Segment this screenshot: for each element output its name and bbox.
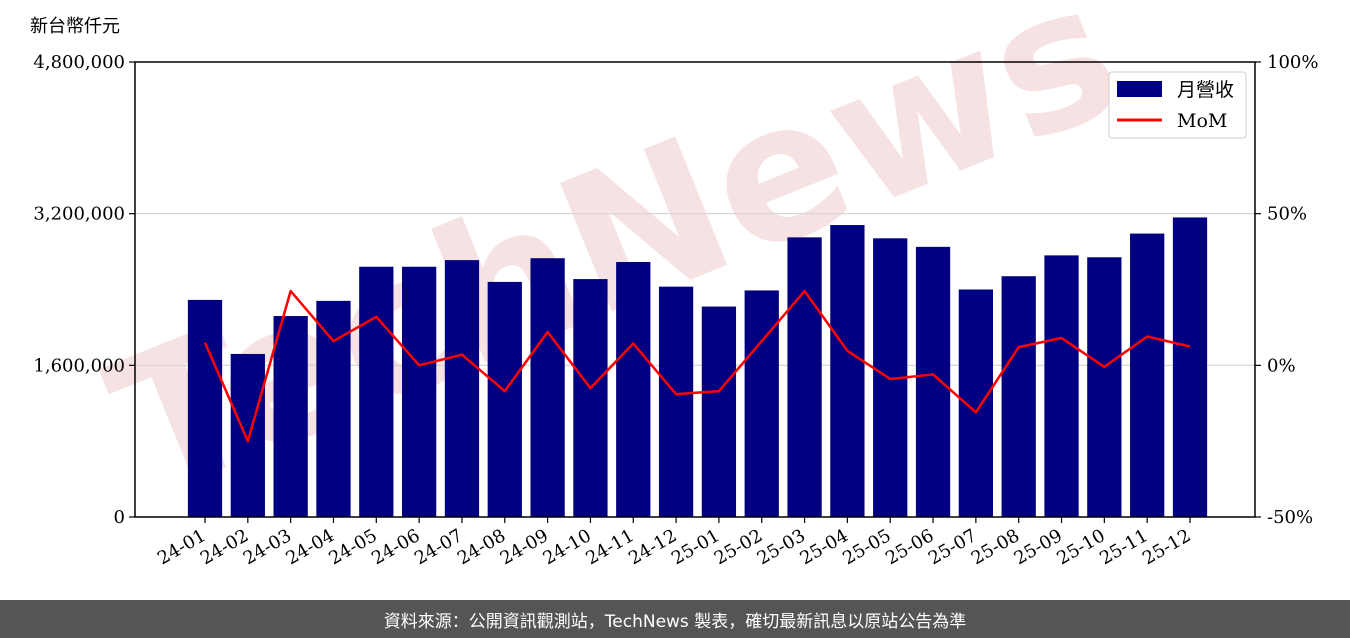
x-tick-label: 25-12 xyxy=(1139,525,1194,569)
revenue-bar xyxy=(658,286,694,517)
revenue-chart: TechNews 新台幣仟元 01,600,0003,200,0004,800,… xyxy=(30,0,1318,569)
x-tick-label: 24-08 xyxy=(454,525,509,569)
y-left-tick-label: 0 xyxy=(114,507,125,528)
y-left-axis: 0 1,600,000 3,200,000 4,800,000 xyxy=(33,52,135,528)
revenue-bar xyxy=(616,262,651,517)
footer-bar: 資料來源：公開資訊觀測站，TechNews 製表，確切最新訊息以原站公告為準 xyxy=(0,600,1350,638)
x-tick-label: 25-02 xyxy=(711,525,766,569)
y-left-tick-label: 3,200,000 xyxy=(33,204,125,225)
footer-source-text: 資料來源：公開資訊觀測站，TechNews 製表，確切最新訊息以原站公告為準 xyxy=(383,611,967,632)
x-tick-label: 25-06 xyxy=(882,525,937,569)
x-tick-label: 24-11 xyxy=(582,525,637,569)
legend-label-revenue: 月營收 xyxy=(1177,79,1234,101)
x-tick-label: 25-08 xyxy=(968,525,1023,569)
y-left-tick-label: 4,800,000 xyxy=(33,52,125,73)
revenue-bar xyxy=(1087,257,1122,517)
x-tick-label: 24-05 xyxy=(325,525,380,569)
x-tick-label: 25-09 xyxy=(1011,525,1066,569)
revenue-bar xyxy=(787,237,822,518)
revenue-bar xyxy=(915,246,951,517)
x-tick-label: 24-10 xyxy=(539,525,594,569)
x-tick-label: 25-07 xyxy=(925,525,980,569)
revenue-bar xyxy=(444,260,480,517)
y-right-tick-label: 50% xyxy=(1267,204,1307,225)
x-tick-label: 25-03 xyxy=(754,525,809,569)
revenue-bar xyxy=(1172,217,1208,518)
bars xyxy=(187,217,1208,518)
legend-label-mom: MoM xyxy=(1177,110,1227,132)
revenue-bar xyxy=(487,281,522,517)
legend: 月營收 MoM xyxy=(1108,71,1247,139)
x-tick-label: 24-07 xyxy=(411,525,466,569)
y-left-tick-label: 1,600,000 xyxy=(33,355,125,376)
y-right-tick-label: 100% xyxy=(1267,52,1318,73)
y-right-tick-label: 0% xyxy=(1267,355,1296,376)
revenue-bar xyxy=(359,266,394,517)
x-tick-label: 25-10 xyxy=(1053,525,1108,569)
revenue-bar xyxy=(1130,233,1165,517)
revenue-bar xyxy=(744,290,779,517)
revenue-bar xyxy=(316,300,351,517)
unit-label: 新台幣仟元 xyxy=(30,16,120,37)
revenue-bar xyxy=(830,225,865,517)
revenue-bar xyxy=(187,299,223,517)
x-tick-label: 24-04 xyxy=(283,525,338,569)
revenue-bar xyxy=(1044,255,1079,517)
plot-frame xyxy=(134,61,1256,518)
revenue-bar xyxy=(530,258,565,517)
x-tick-label: 25-11 xyxy=(1096,525,1151,569)
x-tick-label: 25-01 xyxy=(668,525,723,569)
revenue-bar xyxy=(273,316,308,517)
x-axis: 24-0124-0224-0324-0424-0524-0624-0724-08… xyxy=(154,517,1195,569)
x-tick-label: 24-09 xyxy=(497,525,552,569)
x-tick-label: 24-02 xyxy=(197,525,252,569)
x-tick-label: 25-04 xyxy=(796,525,851,569)
revenue-bar xyxy=(1001,276,1036,517)
x-tick-label: 24-06 xyxy=(368,525,423,569)
revenue-bar xyxy=(402,266,437,517)
x-tick-label: 24-03 xyxy=(240,525,295,569)
legend-swatch-bar xyxy=(1117,81,1162,97)
mom-line-group xyxy=(203,289,1191,443)
x-tick-label: 25-05 xyxy=(839,525,894,569)
revenue-bar xyxy=(701,306,737,517)
revenue-bar xyxy=(230,353,265,517)
revenue-bar xyxy=(573,279,608,517)
y-right-tick-label: -50% xyxy=(1267,507,1313,528)
y-right-axis: -50% 0% 50% 100% xyxy=(1255,52,1318,528)
x-tick-label: 24-12 xyxy=(625,525,680,569)
mom-line xyxy=(203,289,1191,443)
